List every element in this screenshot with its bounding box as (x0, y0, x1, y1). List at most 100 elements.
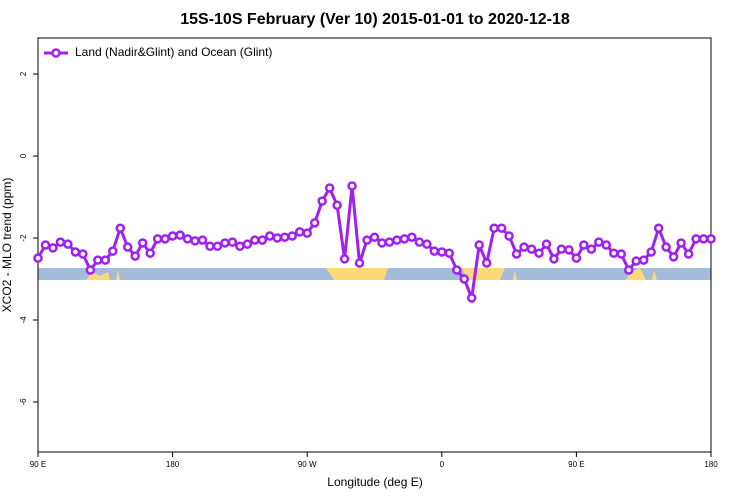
point (511, 249, 522, 259)
point (466, 293, 477, 303)
point (160, 234, 170, 244)
point (265, 231, 275, 241)
point (422, 239, 432, 249)
point (347, 181, 357, 191)
point (489, 223, 499, 233)
point (130, 251, 140, 261)
point (235, 241, 245, 251)
point (362, 235, 372, 245)
point (40, 240, 51, 250)
point (108, 246, 118, 256)
point (145, 248, 155, 258)
point (504, 231, 514, 241)
point (78, 249, 88, 259)
x-axis-label: Longitude (deg E) (327, 475, 422, 489)
point (197, 235, 208, 245)
point (324, 183, 335, 193)
point (668, 252, 679, 262)
point (152, 234, 163, 244)
point (616, 249, 627, 259)
point (549, 254, 559, 264)
x-tick-label: 180 (166, 460, 180, 469)
point (631, 256, 641, 266)
point (698, 234, 709, 244)
x-tick-label: 90 E (30, 460, 46, 469)
point (683, 249, 694, 259)
point (85, 265, 96, 275)
point (250, 235, 260, 245)
y-tick-label: -6 (19, 398, 28, 406)
y-tick-label: 0 (19, 153, 28, 158)
point (272, 233, 283, 243)
point (623, 265, 634, 275)
point (541, 239, 552, 249)
x-tick-label: 0 (440, 460, 445, 469)
land (652, 270, 657, 280)
y-tick-label: -2 (19, 234, 28, 242)
point (594, 237, 604, 247)
point (638, 255, 649, 265)
point (33, 253, 43, 263)
point (437, 247, 447, 257)
point (653, 223, 664, 233)
point (496, 223, 507, 233)
point (384, 237, 395, 247)
point (601, 240, 612, 250)
land (462, 268, 505, 280)
point (257, 235, 268, 245)
point (122, 242, 133, 252)
x-tick-label: 90 E (568, 460, 584, 469)
point (100, 255, 111, 265)
point (369, 232, 380, 242)
point (399, 234, 410, 244)
y-tick-label: -4 (19, 316, 28, 324)
point (519, 242, 529, 252)
land (625, 268, 646, 280)
legend-label: Land (Nadir&Glint) and Ocean (Glint) (75, 45, 272, 59)
point (280, 232, 290, 242)
point (481, 258, 492, 268)
point (227, 237, 238, 247)
point (55, 237, 66, 247)
point (534, 248, 544, 258)
legend-marker (51, 48, 61, 58)
point (115, 223, 126, 233)
point (317, 196, 327, 206)
point (70, 247, 81, 257)
point (190, 236, 200, 246)
point (564, 245, 574, 255)
point (579, 240, 589, 250)
point (354, 258, 365, 268)
point (691, 234, 701, 244)
point (302, 228, 312, 238)
point (220, 238, 230, 248)
point (175, 230, 185, 240)
point (706, 234, 716, 244)
point (556, 244, 567, 254)
point (474, 240, 484, 250)
point (167, 231, 178, 241)
y-axis-label: XCO2 - MLO trend (ppm) (0, 178, 14, 313)
point (459, 274, 469, 284)
y-tick-label: 2 (19, 71, 28, 76)
point (93, 255, 103, 265)
point (182, 234, 193, 244)
point (205, 241, 215, 251)
point (414, 237, 425, 247)
point (339, 254, 350, 264)
point (137, 238, 148, 248)
point (309, 218, 320, 228)
point (429, 246, 440, 256)
point (526, 244, 537, 254)
point (392, 235, 402, 245)
land (326, 268, 388, 280)
point (452, 265, 462, 275)
point (407, 232, 417, 242)
point (586, 244, 597, 254)
land (116, 270, 120, 280)
chart-title: 15S-10S February (Ver 10) 2015-01-01 to … (180, 11, 570, 28)
point (212, 241, 223, 251)
point (377, 238, 387, 248)
point (676, 238, 686, 248)
